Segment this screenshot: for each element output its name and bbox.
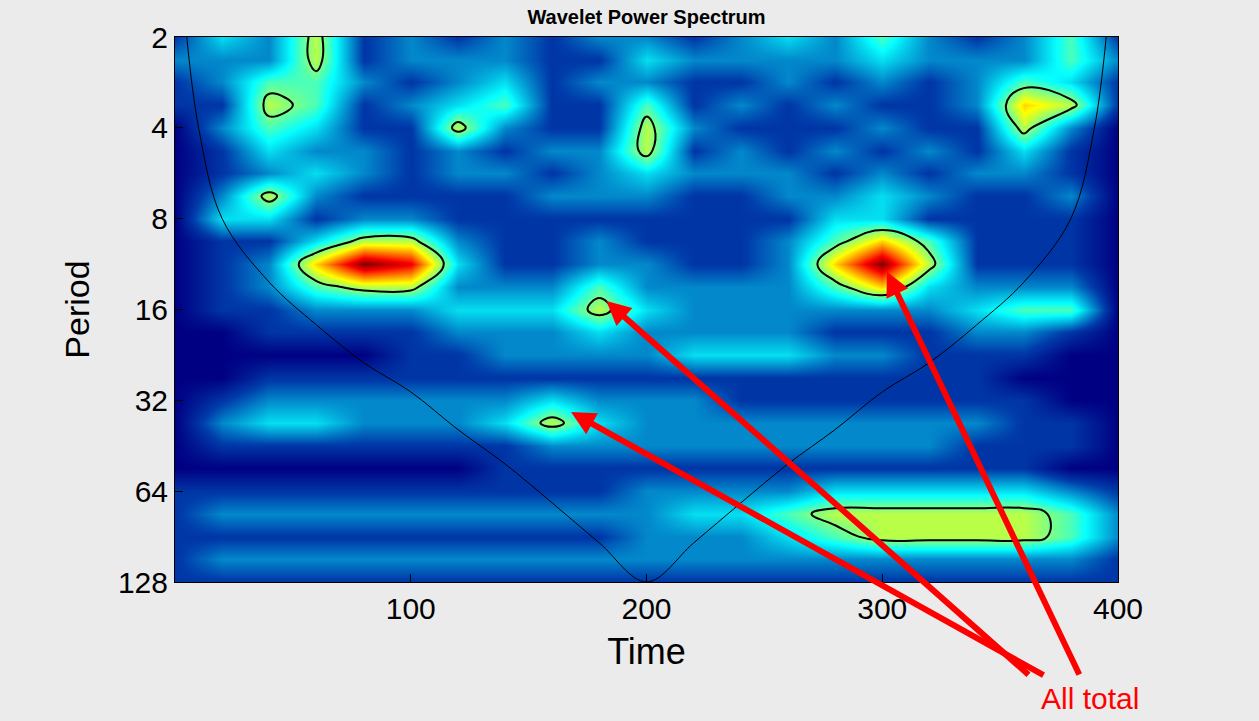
svg-text:Period: Period [58, 260, 96, 358]
svg-text:16: 16 [135, 293, 168, 326]
svg-text:64: 64 [135, 475, 168, 508]
svg-text:4: 4 [151, 111, 168, 144]
svg-text:Wavelet Power Spectrum: Wavelet Power Spectrum [527, 6, 765, 28]
svg-text:100: 100 [386, 592, 436, 625]
svg-text:300: 300 [857, 592, 907, 625]
svg-text:128: 128 [118, 566, 168, 599]
svg-text:400: 400 [1093, 592, 1143, 625]
svg-text:All total: All total [1041, 682, 1139, 715]
svg-text:2: 2 [151, 21, 168, 54]
svg-text:Time: Time [607, 631, 686, 672]
svg-text:8: 8 [151, 202, 168, 235]
svg-text:32: 32 [135, 384, 168, 417]
svg-text:200: 200 [621, 592, 671, 625]
